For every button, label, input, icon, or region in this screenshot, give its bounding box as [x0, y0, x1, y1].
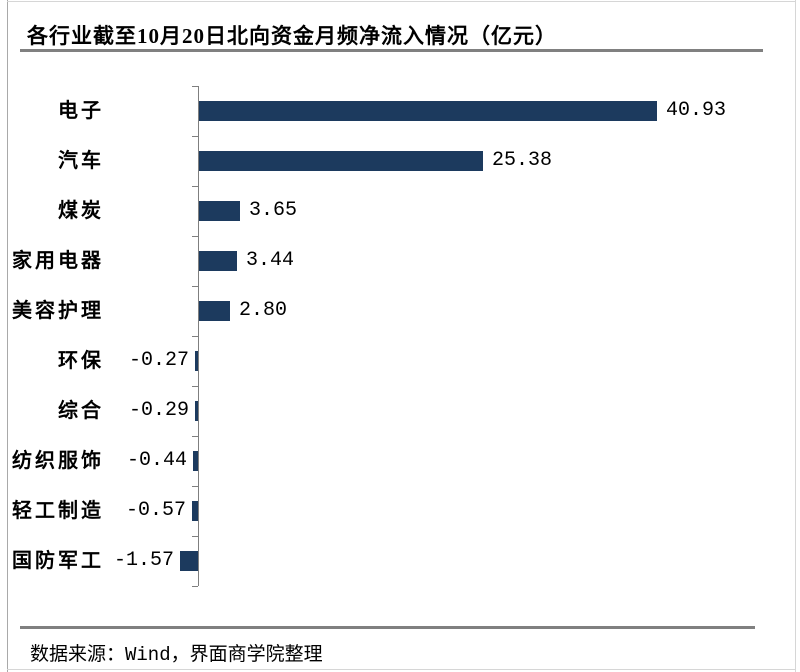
- axis-tick-5: [192, 336, 198, 337]
- bar-6: [195, 401, 198, 421]
- bar-0: [199, 101, 657, 121]
- frame-border-bottom: [7, 669, 796, 670]
- chart-title: 各行业截至10月20日北向资金月频净流入情况（亿元）: [27, 24, 557, 48]
- axis-tick-2: [192, 186, 198, 187]
- value-label-9: -1.57: [113, 549, 174, 572]
- axis-tick-8: [192, 486, 198, 487]
- frame-border-right: [795, 0, 796, 672]
- category-label-7: 纺织服饰: [12, 450, 104, 472]
- category-label-2: 煤炭: [58, 200, 104, 222]
- value-label-5: -0.27: [128, 349, 189, 372]
- frame-border-left: [7, 0, 8, 672]
- value-label-3: 3.44: [246, 249, 295, 272]
- axis-tick-9: [192, 536, 198, 537]
- value-label-0: 40.93: [666, 99, 727, 122]
- category-label-8: 轻工制造: [12, 500, 104, 522]
- category-label-4: 美容护理: [12, 300, 104, 322]
- axis-tick-3: [192, 236, 198, 237]
- axis-tick-6: [192, 386, 198, 387]
- title-divider-line: [20, 49, 763, 52]
- data-source-note: 数据来源：Wind，界面商学院整理: [30, 644, 323, 666]
- axis-tick-7: [192, 436, 198, 437]
- footer-divider-line: [20, 626, 755, 629]
- bar-1: [199, 151, 483, 171]
- category-label-5: 环保: [58, 350, 104, 372]
- value-label-6: -0.29: [128, 399, 189, 422]
- category-label-3: 家用电器: [12, 250, 104, 272]
- bar-5: [195, 351, 198, 371]
- bar-9: [180, 551, 198, 571]
- bar-7: [193, 451, 198, 471]
- value-label-7: -0.44: [126, 449, 187, 472]
- bar-3: [199, 251, 237, 271]
- category-axis-line: [198, 86, 199, 586]
- axis-tick-1: [192, 136, 198, 137]
- category-label-1: 汽车: [58, 150, 104, 172]
- value-label-8: -0.57: [125, 499, 186, 522]
- bar-2: [199, 201, 240, 221]
- category-label-9: 国防军工: [12, 550, 104, 572]
- category-label-0: 电子: [58, 100, 104, 122]
- axis-tick-4: [192, 286, 198, 287]
- value-label-1: 25.38: [492, 149, 553, 172]
- bar-8: [192, 501, 198, 521]
- axis-tick-0: [192, 86, 198, 87]
- bar-4: [199, 301, 230, 321]
- value-label-2: 3.65: [249, 199, 298, 222]
- axis-tick-10: [192, 586, 198, 587]
- value-label-4: 2.80: [239, 299, 288, 322]
- frame-border-top: [7, 1, 796, 2]
- category-label-6: 综合: [58, 400, 104, 422]
